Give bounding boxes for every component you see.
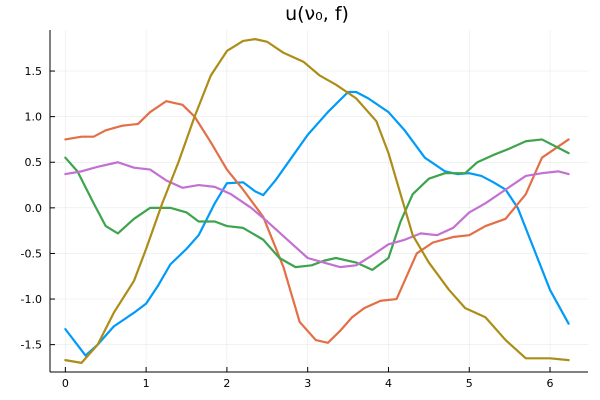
series-lines bbox=[64, 38, 570, 364]
series-line-1 bbox=[64, 90, 570, 357]
x-tick-label: 1 bbox=[143, 377, 150, 390]
x-tick-label: 6 bbox=[547, 377, 554, 390]
y-tick-label: -1.5 bbox=[21, 339, 42, 352]
x-tick-label: 5 bbox=[466, 377, 473, 390]
y-tick-label: 1.0 bbox=[25, 111, 43, 124]
series-line-4 bbox=[64, 161, 570, 269]
x-tick-label: 2 bbox=[223, 377, 230, 390]
y-tick-label: 0.5 bbox=[25, 156, 43, 169]
y-tick-label: 0.0 bbox=[25, 202, 43, 215]
x-tick-label: 0 bbox=[62, 377, 69, 390]
x-axis-ticks: 0 1 2 3 4 5 6 bbox=[62, 367, 554, 390]
series-line-5 bbox=[64, 38, 570, 364]
x-tick-label: 3 bbox=[304, 377, 311, 390]
y-tick-label: -0.5 bbox=[21, 247, 42, 260]
y-tick-label: 1.5 bbox=[25, 65, 43, 78]
chart-title: u(ν₀, f) bbox=[285, 3, 349, 25]
grid bbox=[50, 30, 588, 372]
y-tick-label: -1.0 bbox=[21, 293, 42, 306]
x-tick-label: 4 bbox=[385, 377, 392, 390]
series-line-3 bbox=[64, 138, 570, 271]
series-line-2 bbox=[64, 100, 570, 344]
axes bbox=[49, 30, 588, 373]
y-axis-ticks: -1.5 -1.0 -0.5 0.0 0.5 1.0 1.5 bbox=[21, 65, 55, 352]
